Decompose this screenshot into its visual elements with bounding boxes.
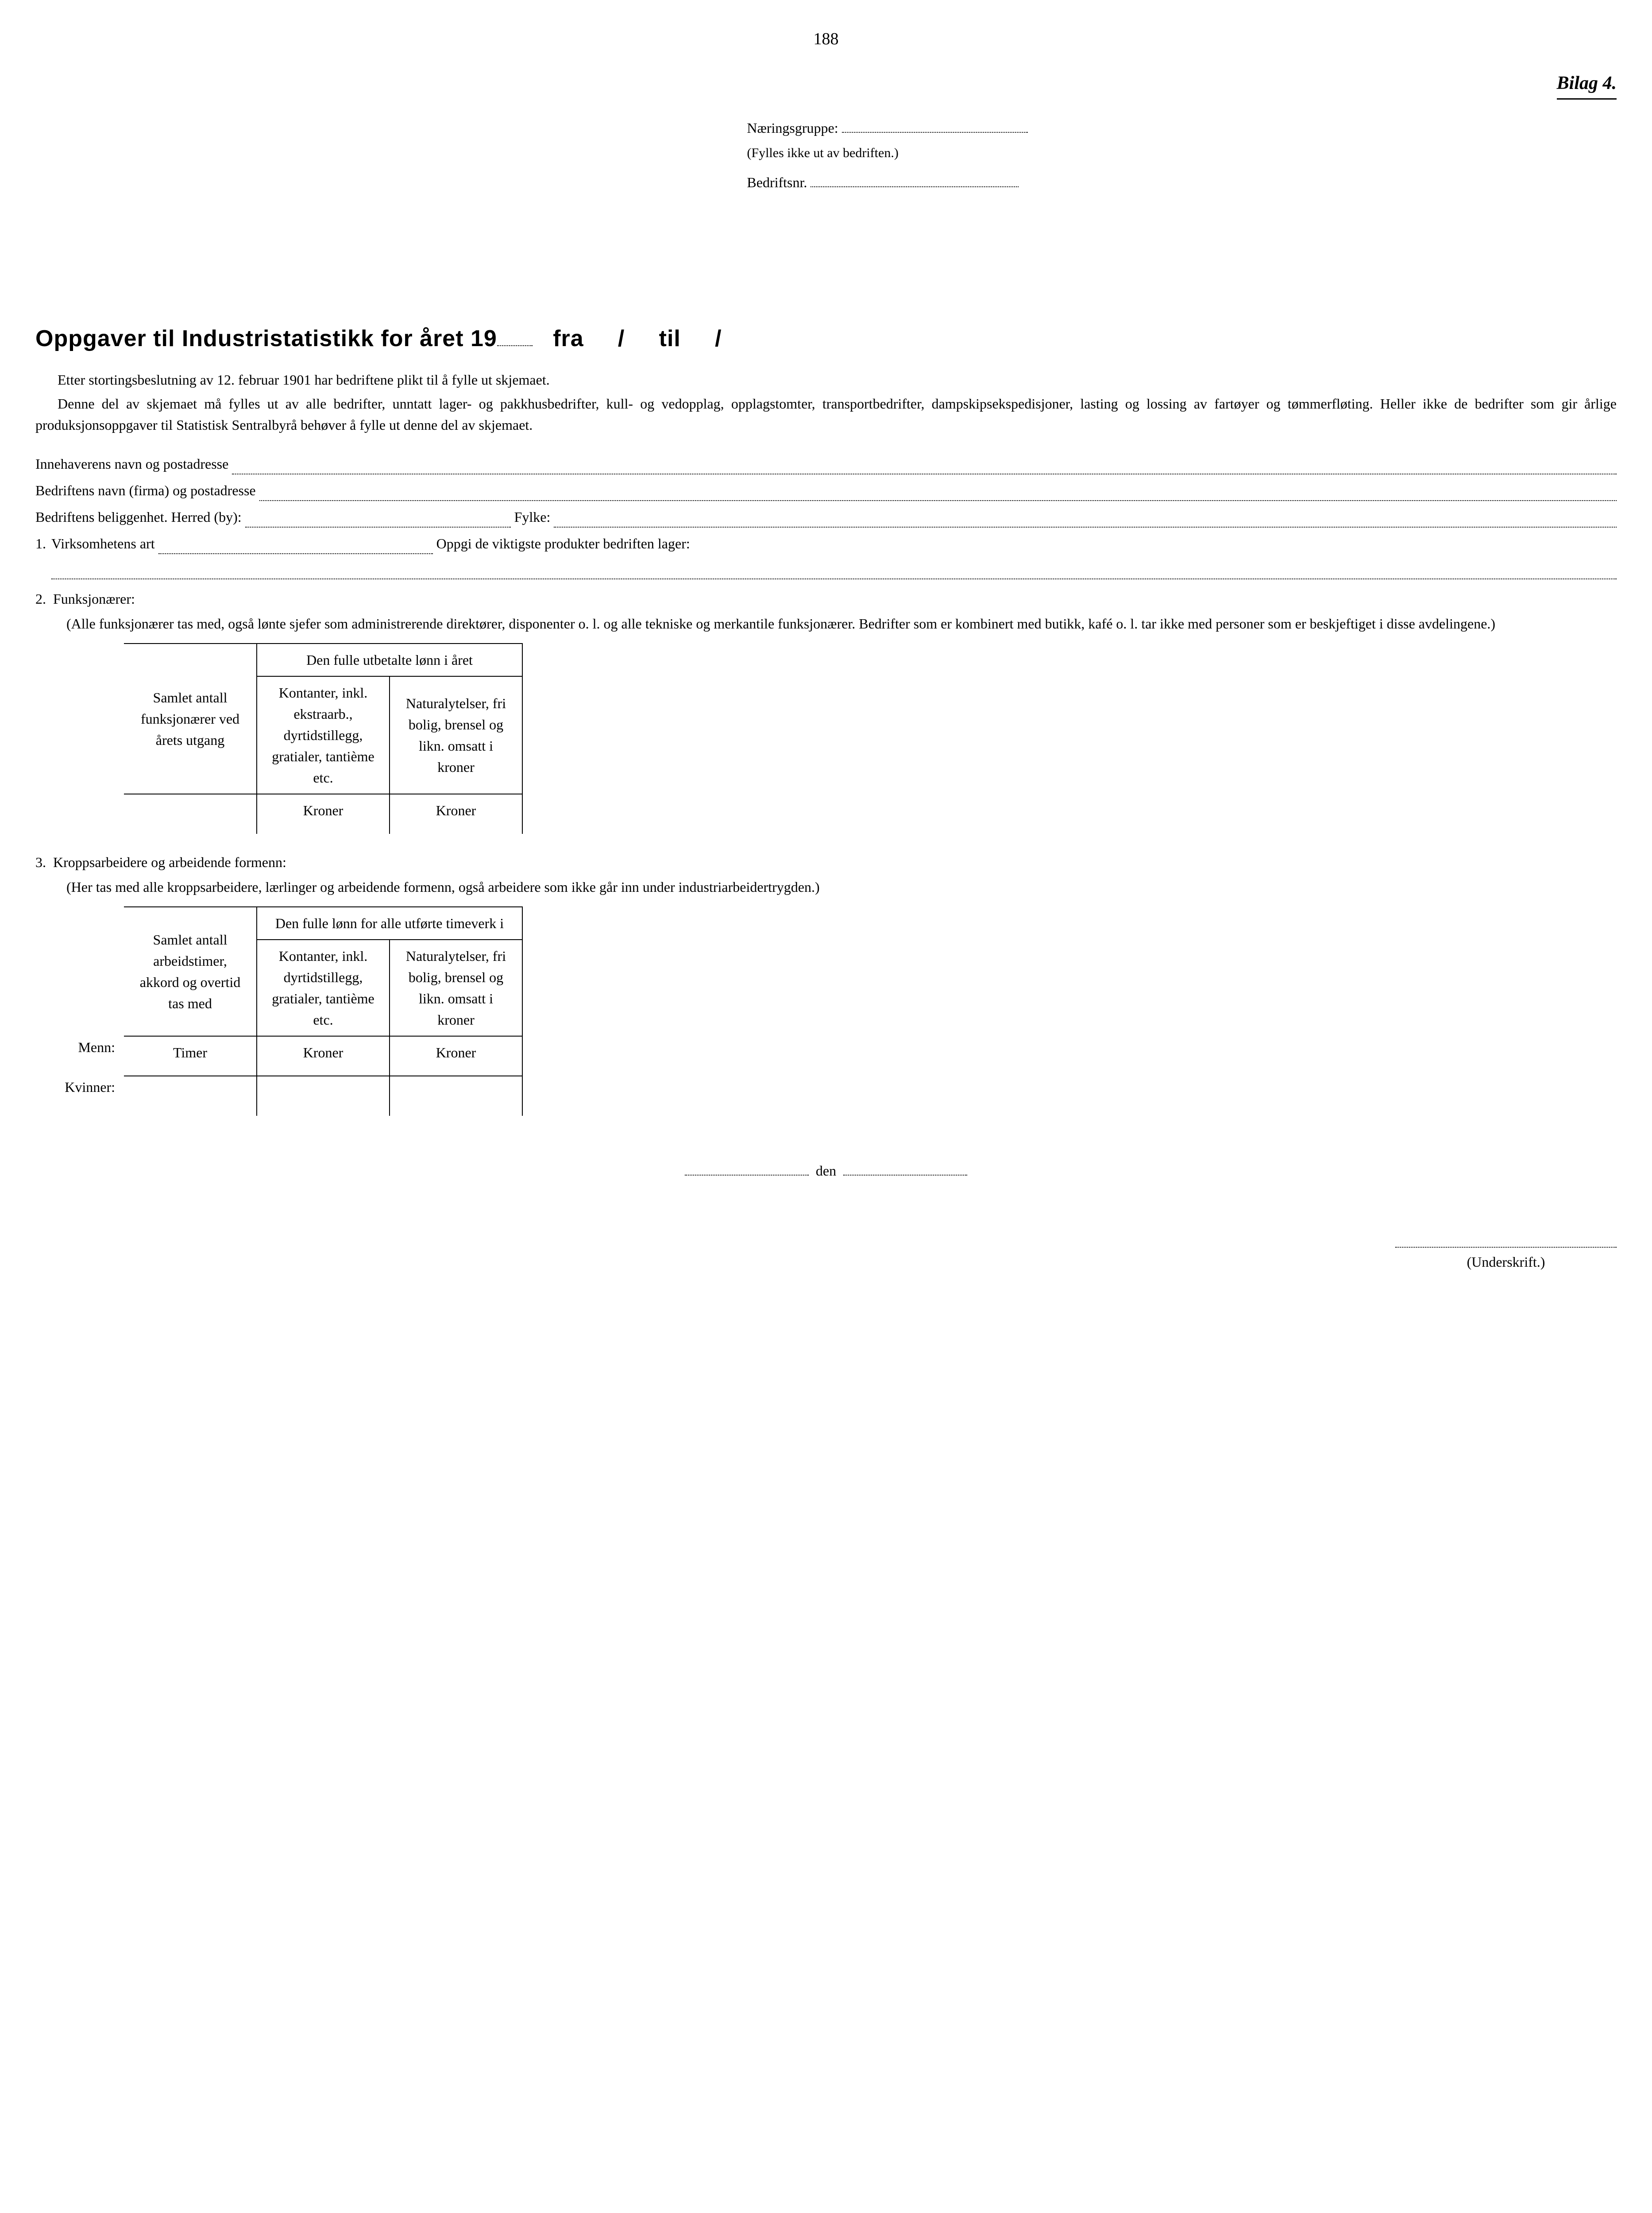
date-line: den — [35, 1160, 1617, 1181]
t3-span-header: Den fulle lønn for alle utførte timeverk… — [257, 907, 522, 940]
beliggenhet-label: Bedriftens beliggenhet. Herred (by): — [35, 506, 242, 528]
virksomhet-num: 1. — [35, 533, 51, 554]
title-part1: Oppgaver til Industristatistikk for året… — [35, 326, 497, 351]
section2-num: 2. — [35, 588, 53, 609]
title-slash2: / — [715, 326, 722, 351]
t2-col1-header: Samlet antall funksjonærer ved årets utg… — [124, 644, 257, 794]
form-fields: Innehaverens navn og postadresse Bedrift… — [35, 453, 1617, 579]
virksomhet-label: Virksomhetens art — [51, 533, 155, 554]
t2-span-header: Den fulle utbetalte lønn i året — [257, 644, 522, 676]
t3-kvinner-natural[interactable] — [390, 1076, 522, 1116]
bedriftsnr-label: Bedriftsnr. — [747, 174, 807, 190]
place-input[interactable] — [685, 1175, 809, 1176]
innehaver-label: Innehaverens navn og postadresse — [35, 453, 228, 474]
den-label: den — [816, 1163, 836, 1179]
t2-col3-header: Naturalytelser, fri bolig, brensel og li… — [390, 676, 522, 794]
funksjonaerer-table: Samlet antall funksjonærer ved årets utg… — [124, 643, 523, 834]
produkter-input[interactable] — [51, 559, 1617, 579]
beliggenhet-input[interactable] — [245, 506, 511, 528]
fylke-label: Fylke: — [514, 506, 551, 528]
naeringsgruppe-note: (Fylles ikke ut av bedriften.) — [747, 143, 1617, 163]
page-number: 188 — [35, 27, 1617, 52]
table3-row-labels: Menn: Kvinner: — [44, 906, 124, 1116]
t2-col2-header: Kontanter, inkl. ekstraarb., dyrtidstill… — [257, 676, 390, 794]
bedrift-navn-label: Bedriftens navn (firma) og postadresse — [35, 480, 256, 501]
section2-heading: Funksjonærer: — [53, 588, 1617, 609]
section3-num: 3. — [35, 852, 53, 873]
year-input[interactable] — [497, 345, 533, 346]
date-input[interactable] — [843, 1175, 967, 1176]
virksomhet-input[interactable] — [158, 533, 433, 554]
underskrift-label: (Underskrift.) — [1395, 1251, 1617, 1272]
intro-block: Etter stortingsbeslutning av 12. februar… — [35, 369, 1617, 436]
t3-kvinner-timer[interactable] — [124, 1076, 257, 1116]
form-title: Oppgaver til Industristatistikk for året… — [35, 321, 1617, 356]
kroppsarbeidere-table: Samlet antall arbeidstimer, akkord og ov… — [124, 906, 523, 1116]
bedrift-navn-input[interactable] — [259, 480, 1617, 501]
row-menn-label: Menn: — [44, 1027, 124, 1067]
innehaver-input[interactable] — [232, 453, 1617, 474]
t3-col2-header: Kontanter, inkl. dyrtidstillegg, gratial… — [257, 940, 390, 1036]
bilag-label: Bilag 4. — [1557, 69, 1617, 100]
header-meta: Næringsgruppe: (Fylles ikke ut av bedrif… — [747, 117, 1617, 197]
naeringsgruppe-label: Næringsgruppe: — [747, 120, 838, 136]
signature-input[interactable] — [1395, 1234, 1617, 1248]
intro-p1: Etter stortingsbeslutning av 12. februar… — [35, 369, 1617, 390]
signature-area: (Underskrift.) — [1395, 1234, 1617, 1272]
naeringsgruppe-input[interactable] — [842, 132, 1028, 133]
t2-cell-antall[interactable] — [124, 794, 257, 834]
fylke-input[interactable] — [554, 506, 1617, 528]
t3-menn-natural[interactable]: Kroner — [390, 1036, 522, 1076]
produkter-label: Oppgi de viktigste produkter bedriften l… — [436, 533, 690, 554]
t3-menn-timer[interactable]: Timer — [124, 1036, 257, 1076]
t2-cell-kontanter[interactable]: Kroner — [257, 794, 390, 834]
t3-kvinner-kontanter[interactable] — [257, 1076, 390, 1116]
t3-menn-kontanter[interactable]: Kroner — [257, 1036, 390, 1076]
row-kvinner-label: Kvinner: — [44, 1067, 124, 1107]
t2-cell-natural[interactable]: Kroner — [390, 794, 522, 834]
t3-col3-header: Naturalytelser, fri bolig, brensel og li… — [390, 940, 522, 1036]
bedriftsnr-input[interactable] — [811, 186, 1019, 187]
section3-note: (Her tas med alle kroppsarbeidere, lærli… — [66, 876, 1617, 898]
title-fra: fra — [553, 326, 583, 351]
section2-note: (Alle funksjonærer tas med, også lønte s… — [66, 613, 1617, 634]
title-til: til — [659, 326, 681, 351]
section3-heading: Kroppsarbeidere og arbeidende formenn: — [53, 852, 1617, 873]
title-slash1: / — [618, 326, 625, 351]
t3-col1-header: Samlet antall arbeidstimer, akkord og ov… — [124, 907, 257, 1036]
intro-p2: Denne del av skjemaet må fylles ut av al… — [35, 393, 1617, 436]
